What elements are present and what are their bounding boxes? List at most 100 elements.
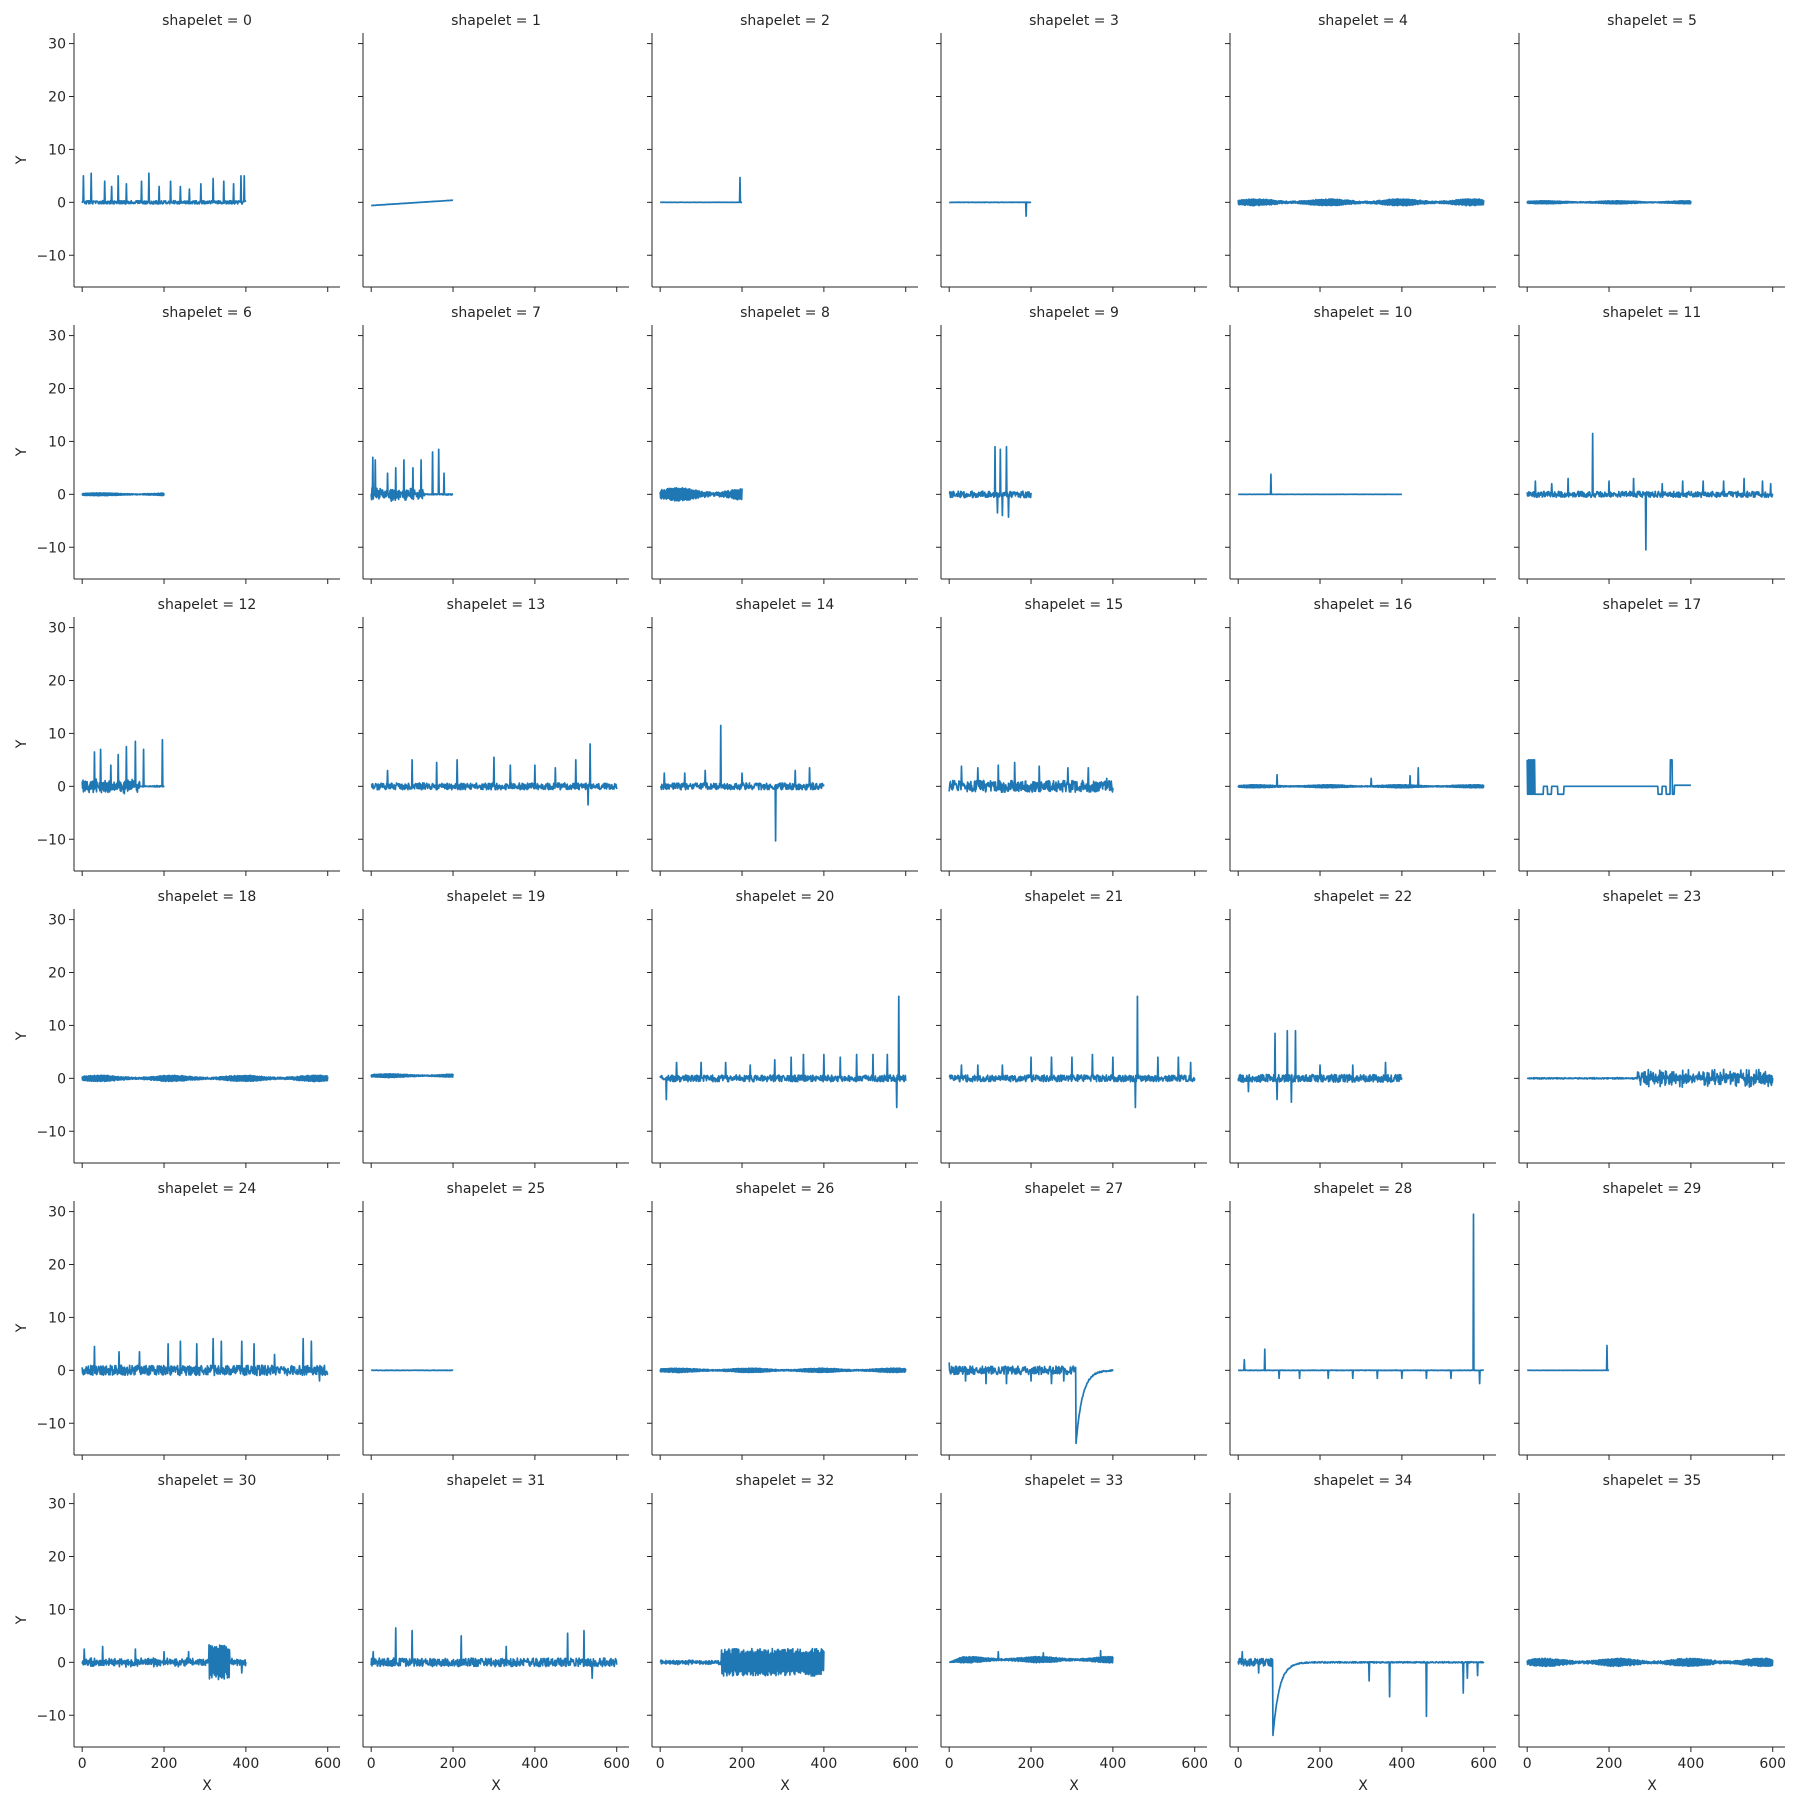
facet-panel: shapelet = 30 −10 0 10 20 30 0 200 400 600 Y X <box>14 1473 341 1794</box>
panel-title: shapelet = 7 <box>451 305 541 321</box>
y-tick-label: −10 <box>36 832 66 848</box>
series-line <box>1237 198 1485 207</box>
series-line <box>370 1073 454 1079</box>
facet-panel: shapelet = 16 <box>1225 597 1496 876</box>
y-axis-label: Y <box>14 447 30 457</box>
facet-panel: shapelet = 2 <box>647 13 918 292</box>
facet-panel: shapelet = 33 0 200 400 600 X <box>936 1473 1208 1794</box>
y-tick-label: 10 <box>48 434 66 450</box>
facet-panel: shapelet = 31 0 200 400 600 X <box>358 1473 630 1794</box>
y-tick-label: 20 <box>48 1550 66 1566</box>
x-tick-label: 400 <box>522 1756 549 1772</box>
y-tick-label: 0 <box>57 195 66 211</box>
facet-panel: shapelet = 24 −10 0 10 20 30 Y <box>14 1181 340 1460</box>
y-tick-label: 20 <box>48 674 66 690</box>
panel-title: shapelet = 4 <box>1318 13 1408 29</box>
x-tick-label: 200 <box>151 1756 178 1772</box>
facet-panel: shapelet = 7 <box>358 305 629 584</box>
facet-panel: shapelet = 27 <box>936 1181 1207 1460</box>
y-axis-label: Y <box>14 155 30 165</box>
y-tick-label: 0 <box>57 779 66 795</box>
x-tick-label: 600 <box>1470 1756 1497 1772</box>
panel-title: shapelet = 14 <box>736 597 835 613</box>
x-tick-label: 0 <box>1523 1756 1532 1772</box>
y-tick-label: −10 <box>36 1416 66 1432</box>
x-tick-label: 200 <box>1307 1756 1334 1772</box>
series-line <box>1526 1657 1774 1668</box>
series-line <box>1237 766 1485 789</box>
y-tick-label: 30 <box>48 1497 66 1513</box>
panel-title: shapelet = 30 <box>158 1473 257 1489</box>
x-tick-label: 200 <box>1018 1756 1045 1772</box>
x-tick-label: 400 <box>233 1756 260 1772</box>
series-line <box>948 1362 1114 1445</box>
y-axis-label: Y <box>14 739 30 749</box>
panel-title: shapelet = 11 <box>1603 305 1702 321</box>
x-tick-label: 0 <box>945 1756 954 1772</box>
panel-title: shapelet = 5 <box>1607 13 1697 29</box>
series-line <box>81 492 165 497</box>
y-tick-label: 10 <box>48 1602 66 1618</box>
facet-panel: shapelet = 26 <box>647 1181 918 1460</box>
x-axis-label: X <box>1358 1778 1368 1794</box>
y-tick-label: 30 <box>48 37 66 53</box>
series-line <box>659 487 743 502</box>
facet-panel: shapelet = 12 −10 0 10 20 30 Y <box>14 597 340 876</box>
y-tick-label: 0 <box>57 1363 66 1379</box>
facet-panel: shapelet = 3 <box>936 13 1207 292</box>
facet-panel: shapelet = 0 −10 0 10 20 30 Y <box>14 13 340 292</box>
facet-panel: shapelet = 8 <box>647 305 918 584</box>
y-tick-label: 20 <box>48 382 66 398</box>
series-line <box>1526 199 1692 205</box>
panel-title: shapelet = 0 <box>162 13 252 29</box>
series-line <box>370 743 618 806</box>
series-line <box>81 1074 329 1083</box>
facet-panel: shapelet = 21 <box>936 889 1207 1168</box>
series-line <box>81 1337 329 1382</box>
series-line <box>659 724 825 842</box>
x-tick-label: 0 <box>78 1756 87 1772</box>
x-tick-label: 600 <box>314 1756 341 1772</box>
facet-panel: shapelet = 6 −10 0 10 20 30 Y <box>14 305 340 584</box>
x-tick-label: 0 <box>1234 1756 1243 1772</box>
y-tick-label: 20 <box>48 90 66 106</box>
facet-panel: shapelet = 22 <box>1225 889 1496 1168</box>
series-line <box>1526 1068 1774 1088</box>
panel-title: shapelet = 15 <box>1025 597 1124 613</box>
series-line <box>1237 1650 1485 1737</box>
x-axis-label: X <box>1069 1778 1079 1794</box>
facet-panel: shapelet = 32 0 200 400 600 X <box>647 1473 919 1794</box>
panel-title: shapelet = 28 <box>1314 1181 1413 1197</box>
series-line <box>81 1644 247 1681</box>
x-axis-label: X <box>1647 1778 1657 1794</box>
y-tick-label: −10 <box>36 540 66 556</box>
facet-panel: shapelet = 14 <box>647 597 918 876</box>
series-line <box>1526 1344 1610 1372</box>
panel-title: shapelet = 3 <box>1029 13 1119 29</box>
y-tick-label: 0 <box>57 1655 66 1671</box>
y-tick-label: 30 <box>48 1205 66 1221</box>
facet-panel: shapelet = 29 <box>1514 1181 1785 1460</box>
series-line <box>659 176 743 204</box>
y-tick-label: 30 <box>48 329 66 345</box>
panel-title: shapelet = 29 <box>1603 1181 1702 1197</box>
x-tick-label: 200 <box>729 1756 756 1772</box>
y-tick-label: 30 <box>48 913 66 929</box>
x-axis-label: X <box>780 1778 790 1794</box>
y-tick-label: 10 <box>48 1310 66 1326</box>
x-tick-label: 600 <box>892 1756 919 1772</box>
x-tick-label: 600 <box>1759 1756 1786 1772</box>
x-axis-label: X <box>202 1778 212 1794</box>
panel-title: shapelet = 35 <box>1603 1473 1702 1489</box>
y-axis-label: Y <box>14 1615 30 1625</box>
panel-title: shapelet = 20 <box>736 889 835 905</box>
panel-title: shapelet = 12 <box>158 597 257 613</box>
panel-title: shapelet = 34 <box>1314 1473 1413 1489</box>
facet-panel: shapelet = 15 <box>936 597 1207 876</box>
y-tick-label: 10 <box>48 142 66 158</box>
series-line <box>948 201 1032 217</box>
series-line <box>81 172 247 205</box>
panel-title: shapelet = 8 <box>740 305 830 321</box>
panel-title: shapelet = 27 <box>1025 1181 1124 1197</box>
